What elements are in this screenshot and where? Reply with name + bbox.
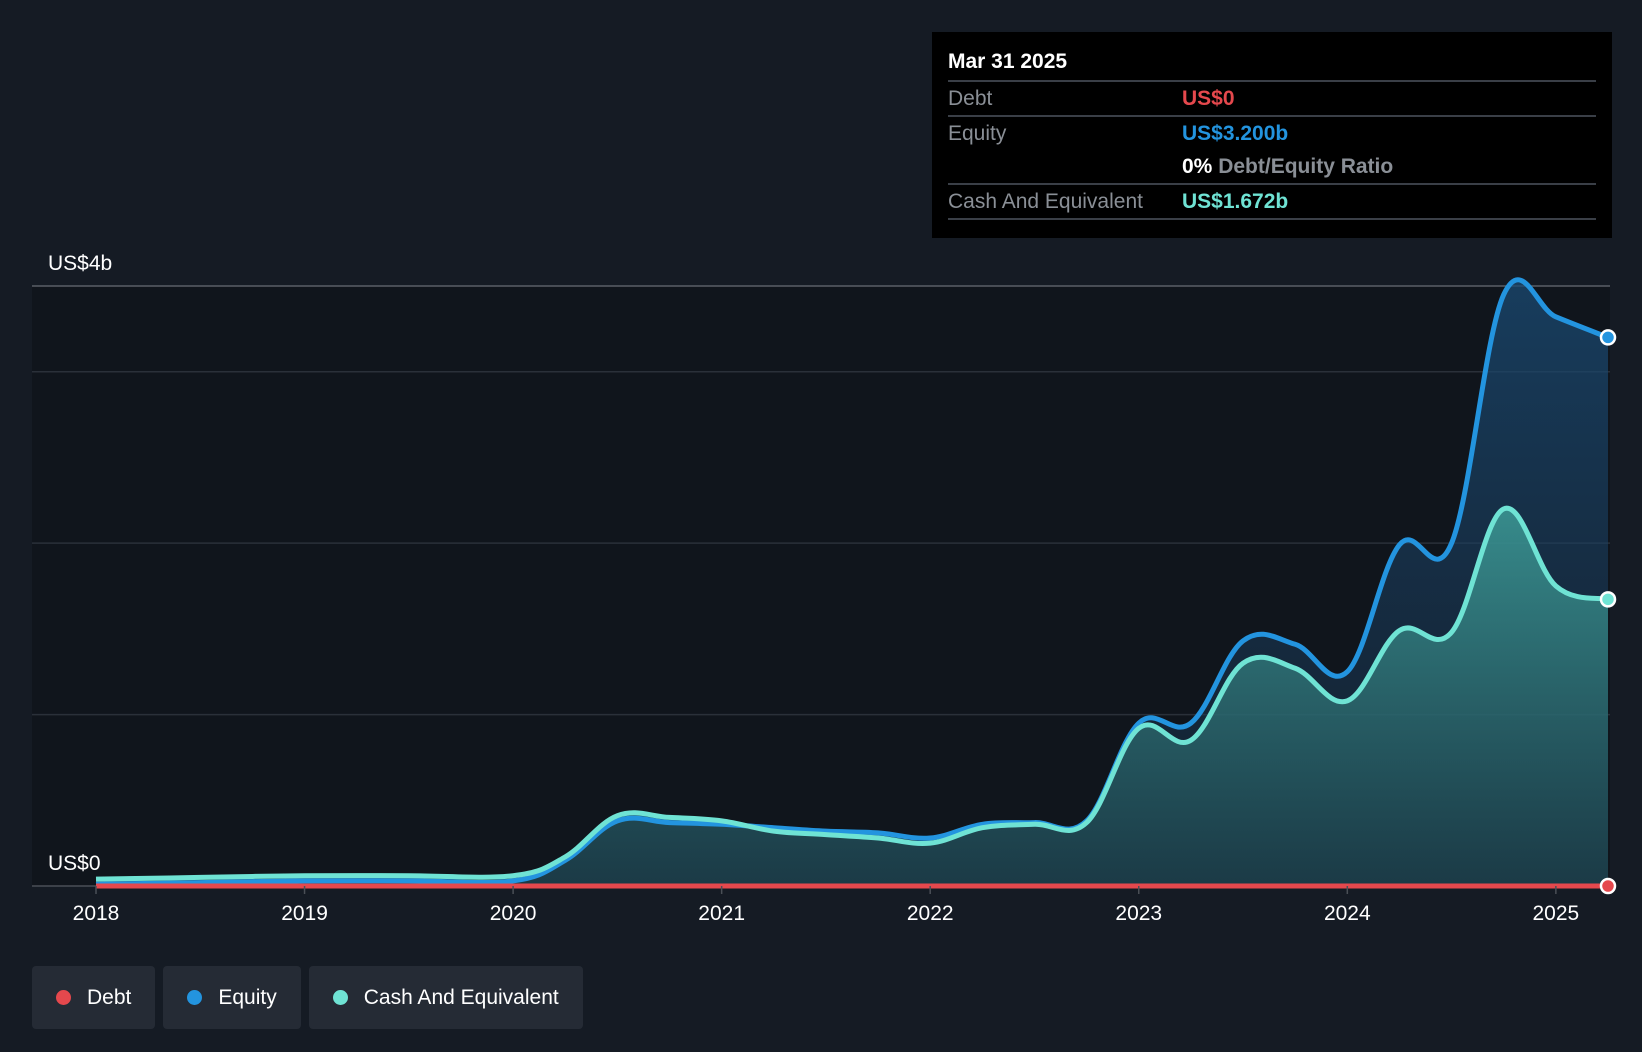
tooltip-debt-value: US$0 bbox=[1182, 87, 1235, 110]
equity-end-marker bbox=[1599, 329, 1617, 346]
x-tick-label: 2025 bbox=[1533, 902, 1580, 925]
debt-end-marker bbox=[1599, 877, 1617, 895]
legend-dot-icon bbox=[332, 990, 348, 1005]
tooltip-equity-value: US$3.200b bbox=[1182, 122, 1289, 145]
legend: Debt Equity Cash And Equivalent bbox=[32, 966, 583, 1029]
x-tick-label: 2023 bbox=[1115, 902, 1162, 925]
x-tick-label: 2020 bbox=[490, 902, 537, 925]
cash-end-marker bbox=[1599, 591, 1617, 608]
y-top-label: US$4b bbox=[48, 252, 112, 275]
tooltip-ratio-value: 0% bbox=[1182, 155, 1213, 178]
x-tick-label: 2021 bbox=[698, 902, 745, 925]
tooltip-row-equity: Equity US$3.200b bbox=[948, 115, 1596, 150]
legend-dot-icon bbox=[187, 990, 203, 1005]
cash-area bbox=[96, 508, 1608, 886]
legend-dot-icon bbox=[56, 990, 71, 1005]
tooltip-date: Mar 31 2025 bbox=[948, 50, 1068, 73]
equity-line bbox=[95, 277, 1609, 887]
tooltip-row-ratio: 0% Debt/Equity Ratio bbox=[948, 150, 1596, 183]
tooltip-cash-value: US$1.672b bbox=[1182, 190, 1289, 213]
cash-line bbox=[95, 505, 1609, 882]
tooltip-row-cash: Cash And Equivalent US$1.672b bbox=[948, 183, 1596, 220]
legend-item-debt[interactable]: Debt bbox=[32, 966, 156, 1029]
legend-item-equity[interactable]: Equity bbox=[163, 966, 301, 1029]
x-axis-ticks: 2018 2019 2020 2021 2022 2023 2024 2025 bbox=[73, 886, 1580, 925]
legend-item-cash[interactable]: Cash And Equivalent bbox=[308, 966, 583, 1029]
legend-label: Equity bbox=[218, 985, 277, 1009]
tooltip-row-debt: Debt US$0 bbox=[948, 80, 1596, 115]
end-markers bbox=[1599, 329, 1617, 895]
x-tick-label: 2022 bbox=[907, 902, 954, 925]
tooltip-equity-label: Equity bbox=[948, 122, 1007, 145]
x-tick-label: 2024 bbox=[1324, 902, 1371, 925]
tooltip-debt-label: Debt bbox=[948, 87, 993, 110]
x-tick-label: 2018 bbox=[73, 902, 120, 925]
legend-label: Debt bbox=[87, 985, 132, 1009]
tooltip-ratio-label: Debt/Equity Ratio bbox=[1218, 155, 1394, 178]
y-bottom-label: US$0 bbox=[48, 852, 101, 875]
tooltip-panel: Mar 31 2025 Debt US$0 Equity US$3.200b 0… bbox=[932, 32, 1612, 238]
tooltip-cash-label: Cash And Equivalent bbox=[948, 190, 1143, 213]
grid-lines bbox=[32, 285, 1610, 887]
x-tick-label: 2019 bbox=[281, 902, 328, 925]
legend-label: Cash And Equivalent bbox=[363, 985, 559, 1009]
